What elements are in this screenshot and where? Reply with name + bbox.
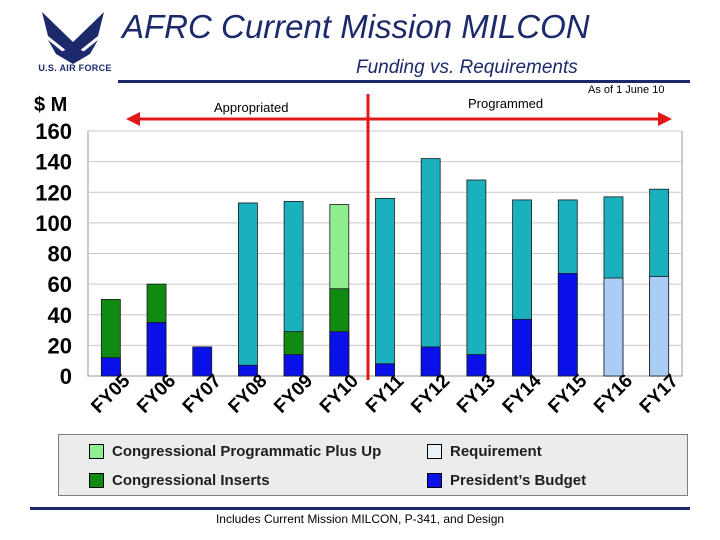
bar-presidents-budget [329, 331, 350, 377]
x-tick-label: FY13 [453, 371, 500, 418]
chart-legend: Congressional Programmatic Plus Up Requi… [58, 434, 688, 496]
bar-presidents-budget [238, 364, 258, 377]
y-tick-label: 60 [48, 272, 72, 297]
bar-presidents-budget [649, 276, 670, 377]
legend-label: Requirement [450, 443, 542, 460]
bar-presidents-budget [146, 322, 167, 377]
y-tick-label: 120 [35, 180, 72, 205]
y-tick-label: 80 [48, 242, 72, 267]
legend-item-requirement: Requirement [427, 443, 542, 460]
appropriated-label: Appropriated [214, 100, 288, 115]
x-tick-label: FY12 [407, 371, 454, 418]
annotations: Appropriated Programmed [126, 94, 672, 380]
y-tick-label: 160 [35, 119, 72, 144]
x-tick-label: FY09 [270, 371, 317, 418]
bar-requirement [375, 197, 395, 377]
legend-item-plus-up: Congressional Programmatic Plus Up [89, 443, 381, 460]
range-arrow-right-head [658, 112, 672, 126]
x-tick-label: FY07 [179, 371, 226, 418]
air-force-logo-icon [42, 12, 104, 64]
y-tick-label: 20 [48, 333, 72, 358]
y-tick-label: 100 [35, 211, 72, 236]
bars [100, 158, 670, 377]
bar-presidents-budget [283, 354, 304, 377]
bar-requirement [420, 158, 441, 377]
footnote: Includes Current Mission MILCON, P-341, … [215, 512, 505, 526]
legend-label: President’s Budget [450, 472, 587, 489]
y-axis-label: $ M [34, 94, 67, 116]
legend-swatch-requirement [427, 444, 442, 459]
bar-requirement [466, 179, 487, 377]
as-of-date: As of 1 June 10 [588, 84, 665, 96]
y-tick-label: 0 [60, 364, 72, 389]
y-tick-label: 40 [48, 303, 72, 328]
logo-text: U.S. AIR FORCE [38, 63, 112, 73]
bar-presidents-budget [512, 318, 532, 377]
bar-presidents-budget [100, 357, 121, 377]
x-tick-label: FY16 [590, 371, 637, 418]
y-tick-label: 140 [35, 150, 72, 175]
bar-presidents-budget [557, 273, 578, 377]
x-tick-label: FY10 [316, 371, 363, 418]
bar-presidents-budget [192, 346, 213, 377]
bar-presidents-budget [375, 363, 395, 377]
page-subtitle: Funding vs. Requirements [356, 57, 578, 78]
bar-presidents-budget [466, 354, 487, 377]
bar-presidents-budget [603, 277, 624, 377]
legend-item-inserts: Congressional Inserts [89, 472, 270, 489]
x-tick-label: FY14 [499, 370, 546, 417]
legend-label: Congressional Inserts [112, 472, 270, 489]
footer-divider [30, 507, 690, 510]
header-divider [118, 80, 690, 83]
x-tick-label: FY15 [544, 370, 591, 417]
bar-presidents-budget [420, 346, 441, 377]
x-tick-label: FY08 [225, 371, 272, 418]
x-tick-label: FY17 [636, 371, 683, 418]
x-tick-label: FY06 [133, 371, 180, 418]
legend-label: Congressional Programmatic Plus Up [112, 443, 382, 460]
bar-requirement [238, 202, 258, 377]
legend-swatch-plus-up [89, 444, 104, 459]
legend-swatch-inserts [89, 473, 104, 488]
page-title: AFRC Current Mission MILCON [122, 8, 590, 45]
legend-item-presidents-budget: President’s Budget [427, 472, 586, 489]
legend-swatch-presidents-budget [427, 473, 442, 488]
y-axis-ticks: 0 20 40 60 80 100 120 140 160 [35, 119, 72, 389]
programmed-label: Programmed [468, 96, 543, 111]
range-arrow-left-head [126, 112, 140, 126]
x-tick-label: FY05 [87, 370, 134, 417]
